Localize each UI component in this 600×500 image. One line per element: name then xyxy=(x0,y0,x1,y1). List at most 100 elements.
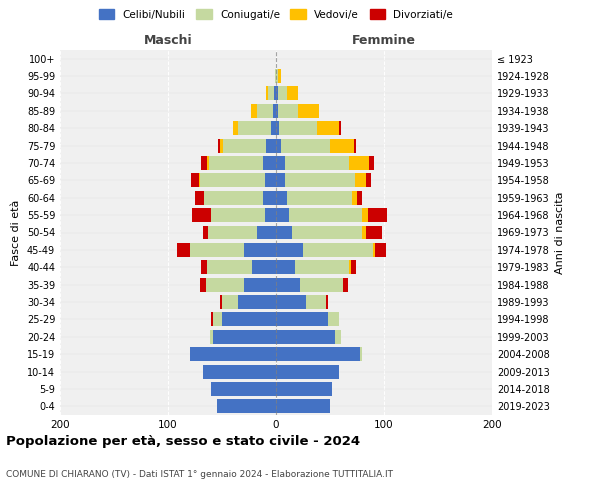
Bar xyxy=(338,122,341,135)
Bar xyxy=(276,330,335,344)
Bar xyxy=(238,122,271,135)
Y-axis label: Anni di nascita: Anni di nascita xyxy=(555,191,565,274)
Bar xyxy=(276,191,287,204)
Bar xyxy=(203,364,276,378)
Bar xyxy=(278,69,281,83)
Bar xyxy=(276,347,360,361)
Bar xyxy=(349,260,350,274)
Bar xyxy=(350,260,356,274)
Bar xyxy=(192,208,211,222)
Bar xyxy=(303,243,373,257)
Bar xyxy=(265,174,276,188)
Bar xyxy=(223,138,266,152)
Bar xyxy=(263,156,276,170)
Text: COMUNE DI CHIARANO (TV) - Dati ISTAT 1° gennaio 2024 - Elaborazione TUTTITALIA.I: COMUNE DI CHIARANO (TV) - Dati ISTAT 1° … xyxy=(6,470,393,479)
Bar xyxy=(287,86,298,101)
Bar xyxy=(209,156,263,170)
Bar xyxy=(295,260,349,274)
Bar xyxy=(200,174,265,188)
Y-axis label: Fasce di età: Fasce di età xyxy=(11,200,21,266)
Bar xyxy=(244,278,276,291)
Bar xyxy=(276,208,289,222)
Bar xyxy=(211,208,265,222)
Bar xyxy=(190,243,244,257)
Bar xyxy=(292,226,362,239)
Text: Popolazione per età, sesso e stato civile - 2024: Popolazione per età, sesso e stato civil… xyxy=(6,435,360,448)
Bar xyxy=(279,122,317,135)
Bar xyxy=(278,86,287,101)
Bar xyxy=(203,226,208,239)
Bar xyxy=(284,156,349,170)
Bar xyxy=(202,260,207,274)
Bar xyxy=(251,104,257,118)
Bar xyxy=(357,191,362,204)
Bar xyxy=(210,330,214,344)
Bar xyxy=(199,174,200,188)
Bar xyxy=(276,295,306,309)
Bar xyxy=(343,278,349,291)
Bar xyxy=(273,104,276,118)
Bar xyxy=(328,312,338,326)
Bar xyxy=(266,86,268,101)
Bar xyxy=(365,226,382,239)
Bar xyxy=(220,138,223,152)
Bar xyxy=(233,122,238,135)
Bar xyxy=(355,174,365,188)
Bar xyxy=(218,138,220,152)
Bar xyxy=(207,260,252,274)
Bar xyxy=(278,104,298,118)
Text: Maschi: Maschi xyxy=(143,34,193,46)
Bar xyxy=(263,191,276,204)
Bar xyxy=(211,382,276,396)
Bar xyxy=(298,104,319,118)
Bar xyxy=(284,174,355,188)
Legend: Celibi/Nubili, Coniugati/e, Vedovi/e, Divorziati/e: Celibi/Nubili, Coniugati/e, Vedovi/e, Di… xyxy=(95,5,457,24)
Bar xyxy=(257,226,276,239)
Bar xyxy=(265,208,276,222)
Bar xyxy=(326,295,328,309)
Bar xyxy=(222,295,238,309)
Bar xyxy=(276,260,295,274)
Bar xyxy=(276,174,284,188)
Bar xyxy=(207,156,209,170)
Bar xyxy=(362,208,368,222)
Bar xyxy=(276,69,278,83)
Bar xyxy=(203,191,263,204)
Bar xyxy=(217,400,276,413)
Bar xyxy=(276,312,328,326)
Bar xyxy=(360,347,362,361)
Bar xyxy=(200,278,206,291)
Text: Femmine: Femmine xyxy=(352,34,416,46)
Bar xyxy=(281,138,330,152)
Bar xyxy=(362,226,365,239)
Bar xyxy=(222,312,276,326)
Bar xyxy=(276,156,284,170)
Bar xyxy=(317,122,338,135)
Bar xyxy=(252,260,276,274)
Bar xyxy=(276,278,300,291)
Bar xyxy=(266,138,276,152)
Bar xyxy=(257,104,273,118)
Bar xyxy=(354,138,356,152)
Bar xyxy=(202,156,207,170)
Bar xyxy=(220,295,222,309)
Bar xyxy=(276,400,330,413)
Bar xyxy=(238,295,276,309)
Bar xyxy=(275,69,276,83)
Bar xyxy=(330,138,354,152)
Bar xyxy=(352,191,357,204)
Bar xyxy=(276,86,278,101)
Bar xyxy=(276,138,281,152)
Bar xyxy=(300,278,343,291)
Bar xyxy=(211,312,214,326)
Bar xyxy=(195,191,203,204)
Bar xyxy=(376,243,386,257)
Bar xyxy=(214,330,276,344)
Bar xyxy=(271,122,276,135)
Bar xyxy=(287,191,352,204)
Bar xyxy=(289,208,362,222)
Bar xyxy=(276,122,279,135)
Bar xyxy=(276,226,292,239)
Bar xyxy=(268,86,274,101)
Bar xyxy=(373,243,376,257)
